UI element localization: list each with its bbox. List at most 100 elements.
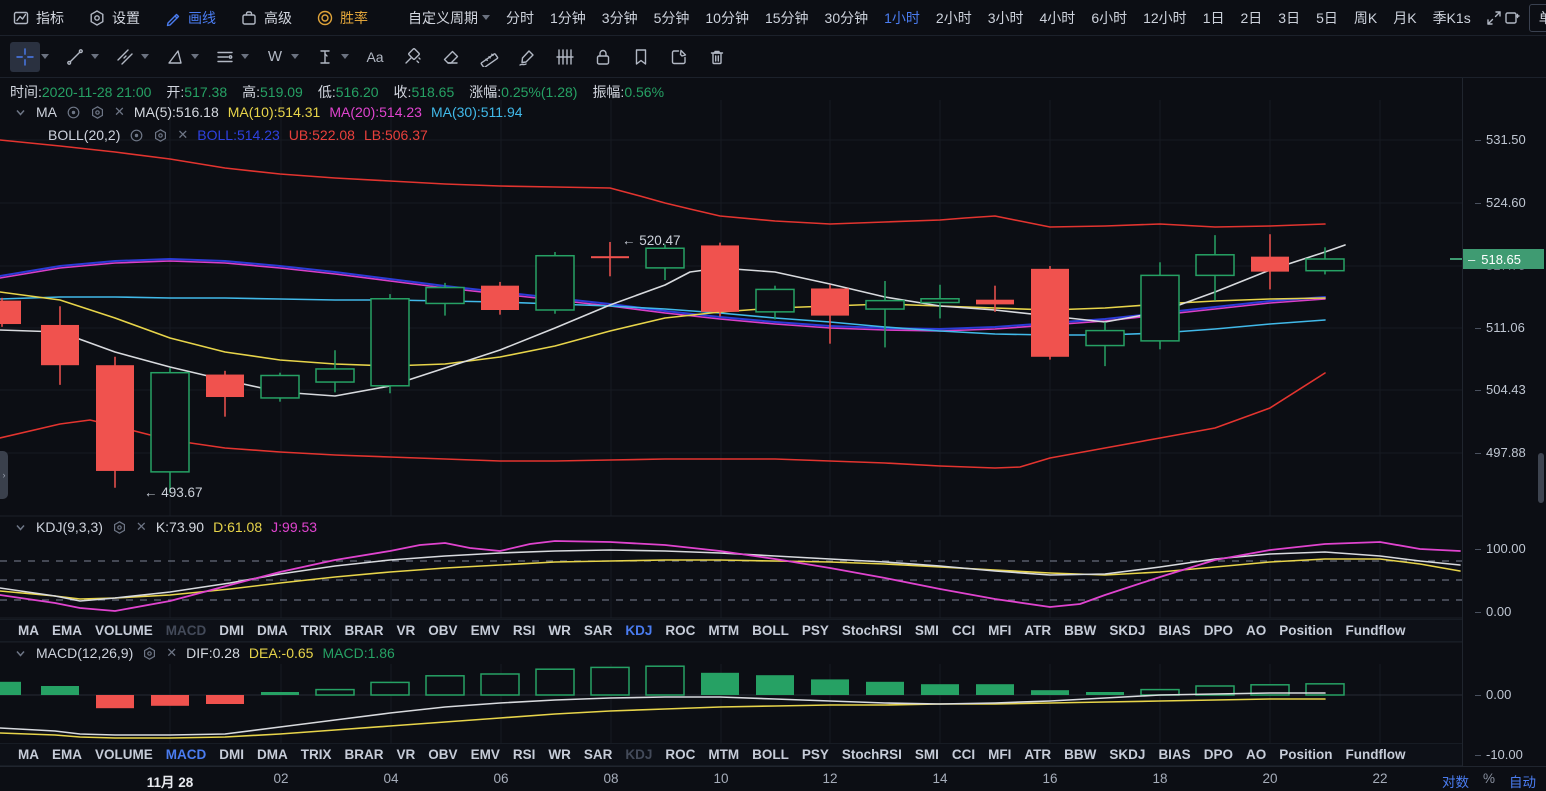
close-icon[interactable]: ✕ bbox=[114, 104, 125, 119]
tab-skdj[interactable]: SKDJ bbox=[1109, 623, 1146, 638]
freehand-tool[interactable] bbox=[512, 42, 542, 72]
horizontal-lines-tool[interactable] bbox=[210, 42, 240, 72]
tab-stochrsi[interactable]: StochRSI bbox=[841, 623, 902, 638]
tab-mfi[interactable]: MFI bbox=[988, 747, 1012, 762]
toolbar-item-draw[interactable]: 画线 bbox=[164, 8, 216, 28]
tab-mtm[interactable]: MTM bbox=[708, 623, 740, 638]
tab-psy[interactable]: PSY bbox=[801, 623, 829, 638]
tab-volume[interactable]: VOLUME bbox=[95, 747, 153, 762]
tab-sar[interactable]: SAR bbox=[583, 623, 613, 638]
tab-volume[interactable]: VOLUME bbox=[95, 623, 153, 638]
tab-wr[interactable]: WR bbox=[548, 747, 571, 762]
period-12小时[interactable]: 12小时 bbox=[1143, 9, 1187, 26]
snapshot-tool[interactable] bbox=[664, 42, 694, 72]
period-1日[interactable]: 1日 bbox=[1202, 9, 1225, 26]
tab-ao[interactable]: AO bbox=[1245, 747, 1267, 762]
chevron-down-icon[interactable] bbox=[241, 54, 249, 59]
chevron-down-icon[interactable] bbox=[91, 54, 99, 59]
chevron-down-icon[interactable] bbox=[341, 54, 349, 59]
tab-dpo[interactable]: DPO bbox=[1203, 747, 1233, 762]
tab-rsi[interactable]: RSI bbox=[512, 747, 536, 762]
period-3小时[interactable]: 3小时 bbox=[987, 9, 1024, 26]
channel-tool[interactable] bbox=[110, 42, 140, 72]
period-分时[interactable]: 分时 bbox=[506, 9, 534, 26]
tab-cci[interactable]: CCI bbox=[951, 623, 976, 638]
window-mode-button[interactable]: 单窗口 bbox=[1528, 3, 1546, 32]
gear-icon[interactable] bbox=[153, 128, 168, 143]
period-2日[interactable]: 2日 bbox=[1240, 9, 1263, 26]
tab-dmi[interactable]: DMI bbox=[219, 623, 245, 638]
tab-smi[interactable]: SMI bbox=[914, 747, 939, 762]
fib-tool[interactable] bbox=[550, 42, 580, 72]
tab-obv[interactable]: OBV bbox=[428, 747, 458, 762]
chevron-down-icon[interactable] bbox=[41, 54, 49, 59]
tab-boll[interactable]: BOLL bbox=[752, 623, 789, 638]
tab-position[interactable]: Position bbox=[1279, 747, 1333, 762]
tab-bbw[interactable]: BBW bbox=[1064, 747, 1097, 762]
gear-icon[interactable] bbox=[90, 105, 105, 120]
period-2小时[interactable]: 2小时 bbox=[935, 9, 972, 26]
tab-dmi[interactable]: DMI bbox=[219, 747, 245, 762]
eye-icon[interactable] bbox=[129, 128, 144, 143]
chevron-down-icon[interactable] bbox=[14, 521, 27, 534]
period-30分钟[interactable]: 30分钟 bbox=[824, 9, 869, 26]
measure-tool[interactable] bbox=[310, 42, 340, 72]
wave-tool[interactable]: W bbox=[267, 48, 283, 65]
chevron-down-icon[interactable] bbox=[141, 54, 149, 59]
tab-rsi[interactable]: RSI bbox=[512, 623, 536, 638]
toolbar-item-indicator[interactable]: 指标 bbox=[12, 8, 64, 28]
trendline-tool[interactable] bbox=[60, 42, 90, 72]
period-1小时[interactable]: 1小时 bbox=[884, 9, 920, 26]
crosshair-tool[interactable] bbox=[10, 41, 40, 72]
scale-control-自动[interactable]: 自动 bbox=[1509, 775, 1536, 790]
close-icon[interactable]: ✕ bbox=[177, 127, 189, 142]
tab-trix[interactable]: TRIX bbox=[300, 623, 332, 638]
tab-roc[interactable]: ROC bbox=[665, 747, 696, 762]
tab-trix[interactable]: TRIX bbox=[300, 747, 332, 762]
tab-mtm[interactable]: MTM bbox=[708, 747, 740, 762]
tab-brar[interactable]: BRAR bbox=[344, 747, 384, 762]
eye-icon[interactable] bbox=[66, 105, 81, 120]
tab-boll[interactable]: BOLL bbox=[752, 747, 789, 762]
toolbar-item-settings[interactable]: 设置 bbox=[88, 8, 140, 28]
period-5分钟[interactable]: 5分钟 bbox=[653, 9, 690, 26]
tab-psy[interactable]: PSY bbox=[801, 747, 829, 762]
eraser-tool[interactable] bbox=[436, 42, 466, 72]
tab-bias[interactable]: BIAS bbox=[1158, 747, 1191, 762]
tab-emv[interactable]: EMV bbox=[470, 623, 500, 638]
tab-atr[interactable]: ATR bbox=[1024, 623, 1052, 638]
period-6小时[interactable]: 6小时 bbox=[1091, 9, 1128, 26]
tab-smi[interactable]: SMI bbox=[914, 623, 939, 638]
tab-dma[interactable]: DMA bbox=[257, 623, 288, 638]
tab-obv[interactable]: OBV bbox=[428, 623, 458, 638]
tab-bias[interactable]: BIAS bbox=[1158, 623, 1191, 638]
fullscreen-icon[interactable] bbox=[1485, 5, 1503, 31]
tab-macd[interactable]: MACD bbox=[165, 623, 207, 638]
price-axis[interactable]: 531.50 524.60 511.06 504.43 497.88 100.00 0.00… bbox=[1462, 78, 1546, 766]
period-周K[interactable]: 周K bbox=[1353, 9, 1378, 26]
tab-ma[interactable]: MA bbox=[18, 747, 39, 762]
chart-canvas[interactable]: ← 520.47 ← 493.67 bbox=[0, 78, 1462, 766]
tab-ema[interactable]: EMA bbox=[52, 623, 82, 638]
tab-skdj[interactable]: SKDJ bbox=[1109, 747, 1146, 762]
period-10分钟[interactable]: 10分钟 bbox=[705, 9, 749, 26]
tab-emv[interactable]: EMV bbox=[470, 747, 500, 762]
add-window-icon[interactable] bbox=[1503, 5, 1521, 31]
period-月K[interactable]: 月K bbox=[1393, 9, 1417, 26]
period-4小时[interactable]: 4小时 bbox=[1039, 9, 1076, 26]
chevron-down-icon[interactable] bbox=[191, 54, 199, 59]
toolbar-item-winrate[interactable]: 胜率 bbox=[316, 8, 368, 28]
time-axis[interactable]: 对数% 自动 11月 28 02 04 06 08 10 12 14 16 18 20 22 bbox=[0, 766, 1546, 791]
shape-tool[interactable] bbox=[160, 42, 190, 72]
chevron-down-icon[interactable] bbox=[291, 54, 299, 59]
tab-atr[interactable]: ATR bbox=[1024, 747, 1052, 762]
period-3日[interactable]: 3日 bbox=[1278, 9, 1301, 26]
ruler-tool[interactable] bbox=[474, 42, 504, 72]
tab-sar[interactable]: SAR bbox=[583, 747, 613, 762]
period-1分钟[interactable]: 1分钟 bbox=[550, 9, 586, 26]
period-季K[interactable]: 季K bbox=[1432, 9, 1456, 26]
tab-dma[interactable]: DMA bbox=[257, 747, 288, 762]
tab-cci[interactable]: CCI bbox=[951, 747, 976, 762]
gear-icon[interactable] bbox=[112, 520, 127, 535]
toolbar-item-advanced[interactable]: 高级 bbox=[240, 8, 292, 28]
